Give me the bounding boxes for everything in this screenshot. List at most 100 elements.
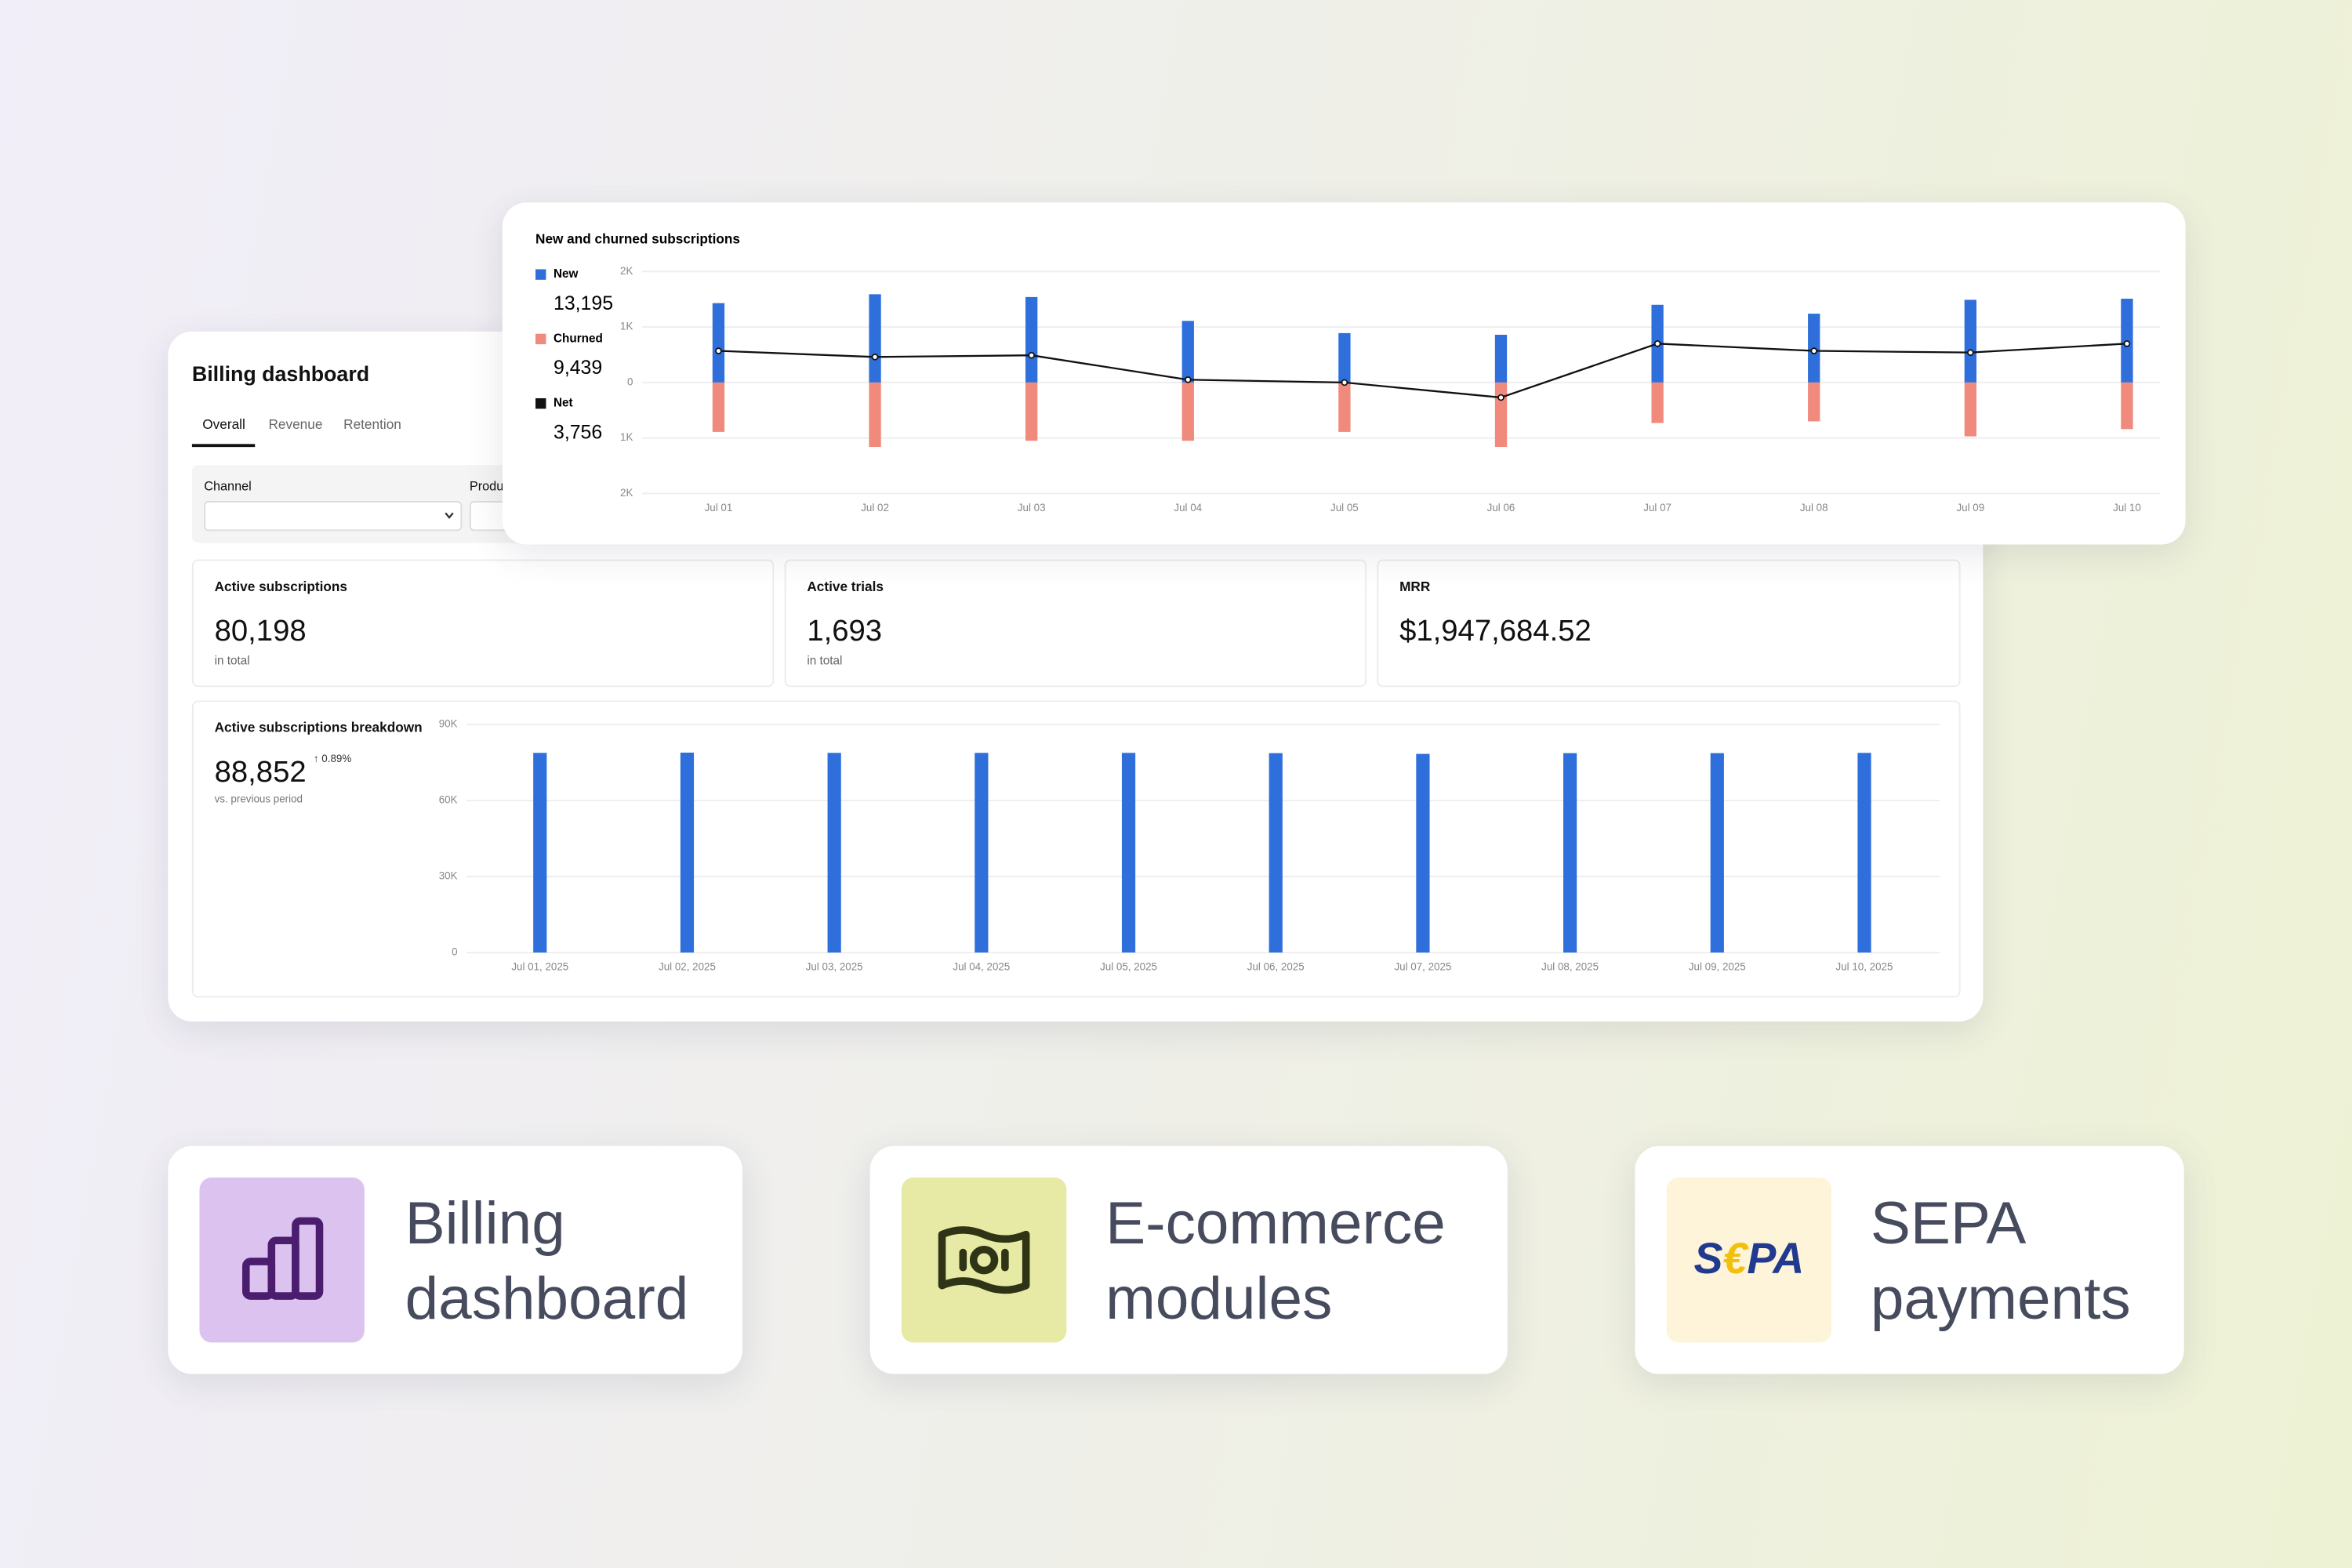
tab[interactable]: Retention — [343, 416, 401, 433]
legend-name: Net — [554, 397, 573, 410]
x-tick-label: Jul 09, 2025 — [1689, 961, 1746, 973]
bar-chart-icon — [241, 1217, 324, 1300]
subscriptions-card: New and churned subscriptions 2K 1K 0 1K 2K J… — [502, 202, 2186, 545]
y-tick-label: 1K — [620, 321, 633, 332]
logo-part: PA — [1747, 1234, 1804, 1283]
tab[interactable]: Revenue — [268, 416, 323, 433]
x-tick-label: Jul 06, 2025 — [1247, 961, 1305, 973]
kpi-card: MRR $1,947,684.52 — [1377, 559, 1961, 688]
y-tick-label: 2K — [620, 265, 633, 277]
bar — [1338, 332, 1351, 383]
bar — [1964, 382, 1976, 437]
breakdown-title: Active subscriptions breakdown — [214, 720, 423, 735]
feature-title: Billing dashboard — [405, 1191, 689, 1332]
bar — [827, 753, 841, 953]
filter-label: Product — [469, 478, 514, 494]
feature-card: S€PA SEPA payments — [1635, 1145, 2184, 1374]
point — [715, 347, 722, 354]
line — [718, 343, 2128, 399]
legend-name: Churned — [554, 332, 603, 345]
x-tick-label: Jul 05, 2025 — [1100, 961, 1157, 973]
x-tick-label: Jul 02 — [861, 502, 889, 514]
point — [1341, 379, 1348, 387]
breakdown-chart: 0 30K 60K 90K Jul 01, 2025 Jul 02, 2025 Jul 03… — [439, 718, 1940, 973]
y-tick-label: 0 — [627, 376, 633, 387]
y-tick-label: 30K — [439, 870, 458, 882]
bar — [1025, 296, 1038, 383]
x-tick-label: Jul 10 — [2113, 502, 2141, 514]
bar — [1269, 753, 1283, 953]
x-tick-label: Jul 06 — [1487, 502, 1515, 514]
kpi-value: 1,693 — [807, 615, 883, 648]
kpi-value: $1,947,684.52 — [1399, 615, 1592, 648]
feature-title: E-commerce modules — [1105, 1191, 1446, 1332]
kpi-card: Active subscriptions 80,198 in total — [191, 559, 775, 688]
bar — [1416, 753, 1430, 953]
dashboard-title: Billing dashboard — [191, 361, 370, 386]
bar — [1025, 382, 1038, 441]
legend-name: New — [554, 267, 579, 281]
logo-part: S — [1693, 1234, 1722, 1283]
logo-text: S€PA — [1693, 1234, 1804, 1283]
y-tick-label: 60K — [439, 794, 458, 806]
bar — [1338, 382, 1351, 432]
kpi-note: in total — [807, 654, 843, 668]
x-tick-label: Jul 05 — [1330, 502, 1359, 514]
icon-box: S€PA — [1666, 1177, 1832, 1343]
legend-total: 13,195 — [554, 292, 613, 314]
point — [1184, 376, 1192, 383]
tab-underline — [191, 444, 256, 448]
feature-title: SEPA payments — [1870, 1191, 2131, 1332]
chevron — [445, 512, 454, 519]
bar — [1710, 753, 1724, 953]
select[interactable] — [204, 501, 463, 532]
filter-label: Channel — [204, 478, 252, 494]
y-tick-label: 1K — [620, 431, 633, 443]
kpi-note: in total — [214, 654, 250, 668]
breakdown-total: 88,852 — [214, 756, 307, 789]
bar — [869, 294, 881, 383]
chart-title: New and churned subscriptions — [535, 231, 740, 247]
bar — [2121, 382, 2133, 430]
money-icon — [938, 1226, 1030, 1294]
legend-swatch — [535, 397, 546, 409]
x-tick-label: Jul 04, 2025 — [953, 961, 1010, 973]
y-tick-label: 2K — [620, 487, 633, 499]
y-tick-label: 90K — [439, 718, 458, 730]
bar — [1181, 382, 1194, 441]
legend-swatch — [535, 333, 546, 345]
legend-swatch — [535, 269, 546, 280]
bar — [869, 382, 881, 447]
x-tick-label: Jul 02, 2025 — [659, 961, 716, 973]
point — [1810, 347, 1818, 354]
x-tick-label: Jul 09 — [1956, 502, 1984, 514]
bar — [1563, 753, 1577, 953]
kpi-card: Active trials 1,693 in total — [784, 559, 1367, 688]
breakdown-change: ↑ 0.89% — [313, 754, 352, 765]
kpi-value: 80,198 — [214, 615, 307, 648]
bar — [533, 753, 547, 953]
x-tick-label: Jul 03, 2025 — [806, 961, 863, 973]
x-tick-label: Jul 01, 2025 — [511, 961, 568, 973]
bar — [712, 303, 725, 383]
kpi-label: Active trials — [807, 579, 884, 594]
point — [871, 354, 879, 361]
legend-total: 9,439 — [554, 357, 602, 379]
x-tick-label: Jul 08, 2025 — [1541, 961, 1599, 973]
point — [1028, 351, 1035, 359]
x-tick-label: Jul 07 — [1643, 502, 1671, 514]
y-tick-label: 0 — [452, 946, 457, 957]
x-tick-label: Jul 10, 2025 — [1836, 961, 1893, 973]
tab[interactable]: Overall — [202, 416, 245, 433]
point — [2123, 340, 2131, 347]
bar — [1651, 382, 1664, 423]
x-tick-label: Jul 07, 2025 — [1394, 961, 1451, 973]
bar — [1494, 335, 1508, 383]
x-tick-label: Jul 08 — [1800, 502, 1828, 514]
bar — [712, 382, 725, 432]
bar — [975, 753, 989, 953]
breakdown-note: vs. previous period — [214, 795, 303, 806]
point — [1497, 394, 1504, 401]
bar — [1857, 753, 1871, 953]
